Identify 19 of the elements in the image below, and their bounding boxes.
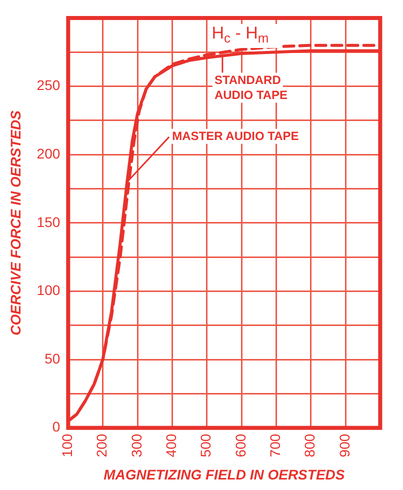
annotation: MASTER AUDIO TAPE	[172, 129, 299, 144]
x-tick-label: 700	[267, 434, 284, 458]
x-tick-label: 600	[232, 434, 248, 458]
y-tick-label: 100	[36, 282, 60, 298]
x-tick-label: 800	[302, 434, 318, 458]
x-tick-label: 400	[163, 434, 180, 458]
y-tick-label: 150	[36, 214, 60, 230]
annotation: STANDARD AUDIO TAPE	[214, 73, 288, 102]
x-tick-label: 100	[59, 434, 76, 458]
x-tick-label: 200	[94, 434, 110, 458]
x-tick-label: 500	[198, 434, 214, 458]
y-tick-label: 200	[36, 145, 60, 162]
y-tick-label: 0	[52, 418, 60, 435]
x-tick-label: 300	[128, 434, 144, 458]
y-axis-title: COERCIVE FORCE IN OERSTEDS	[7, 110, 24, 336]
x-axis-title: MAGNETIZING FIELD IN OERSTEDS	[104, 466, 346, 482]
y-tick-label: 250	[36, 77, 60, 94]
x-tick-label: 900	[336, 434, 352, 458]
y-tick-label: 50	[44, 350, 60, 366]
